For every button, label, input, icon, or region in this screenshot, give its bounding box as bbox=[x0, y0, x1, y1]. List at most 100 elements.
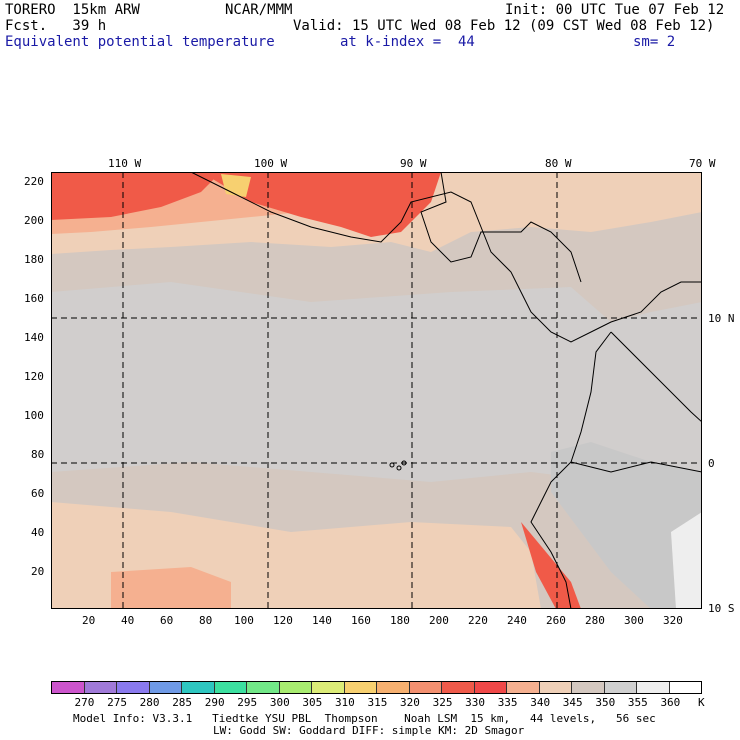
field-band-hot bbox=[51, 172, 221, 220]
level-info: at k-index = 44 bbox=[340, 34, 475, 50]
border-lines-south bbox=[570, 331, 702, 473]
lon-label: 80 W bbox=[545, 157, 572, 170]
colorbar-swatch bbox=[214, 682, 247, 693]
map-svg bbox=[51, 172, 702, 609]
lat-label: 10 N bbox=[708, 312, 735, 325]
field-band-hot-coast bbox=[201, 172, 441, 237]
colorbar-swatch bbox=[507, 682, 540, 693]
y-tick-label: 40 bbox=[31, 526, 45, 539]
x-tick-label: 260 bbox=[546, 614, 566, 627]
colorbar-label: 355 bbox=[627, 696, 648, 709]
lat-label: 0 bbox=[708, 457, 715, 470]
colorbar-swatch bbox=[442, 682, 475, 693]
colorbar-label: 360 bbox=[660, 696, 681, 709]
border-lines bbox=[420, 172, 582, 283]
colorbar-label: 290 bbox=[204, 696, 225, 709]
colorbar-swatch bbox=[344, 682, 377, 693]
x-tick-label: 220 bbox=[468, 614, 488, 627]
colorbar-label: 295 bbox=[237, 696, 258, 709]
colorbar bbox=[51, 681, 702, 694]
colorbar-swatch bbox=[279, 682, 312, 693]
model-title: TORERO 15km ARW bbox=[5, 2, 140, 18]
x-tick-label: 80 bbox=[199, 614, 213, 627]
x-tick-label: 300 bbox=[624, 614, 644, 627]
colorbar-label: 320 bbox=[400, 696, 420, 709]
lon-label: 110 W bbox=[108, 157, 142, 170]
colorbar-swatch bbox=[377, 682, 410, 693]
colorbar-unit: K bbox=[698, 696, 705, 709]
lon-label: 90 W bbox=[400, 157, 427, 170]
galapagos-island bbox=[396, 465, 402, 471]
colorbar-swatch bbox=[182, 682, 215, 693]
colorbar-swatch bbox=[474, 682, 507, 693]
x-tick-label: 140 bbox=[312, 614, 332, 627]
forecast-hour: Fcst. 39 h bbox=[5, 18, 107, 34]
x-tick-label: 240 bbox=[507, 614, 527, 627]
colorbar-label: 305 bbox=[302, 696, 323, 709]
y-tick-label: 220 bbox=[24, 175, 44, 188]
colorbar-label: 340 bbox=[530, 696, 551, 709]
x-tick-label: 60 bbox=[160, 614, 174, 627]
colorbar-label: 335 bbox=[497, 696, 518, 709]
colorbar-label: 280 bbox=[139, 696, 160, 709]
colorbar-swatch bbox=[117, 682, 150, 693]
colorbar-label: 270 bbox=[74, 696, 95, 709]
x-tick-label: 160 bbox=[351, 614, 371, 627]
map-frame bbox=[51, 172, 702, 609]
y-tick-label: 140 bbox=[24, 331, 44, 344]
x-tick-label: 280 bbox=[585, 614, 605, 627]
colorbar-swatch bbox=[84, 682, 117, 693]
colorbar-swatch bbox=[247, 682, 280, 693]
init-time: Init: 00 UTC Tue 07 Feb 12 bbox=[505, 2, 725, 18]
colorbar-label: 345 bbox=[562, 696, 583, 709]
valid-time: Valid: 15 UTC Wed 08 Feb 12 (09 CST Wed … bbox=[293, 18, 715, 34]
lat-label: 10 S bbox=[708, 602, 735, 615]
x-tick-label: 200 bbox=[429, 614, 449, 627]
center-name: NCAR/MMM bbox=[225, 2, 293, 18]
field-highlands bbox=[671, 512, 702, 609]
colorbar-swatch bbox=[149, 682, 182, 693]
x-tick-label: 120 bbox=[273, 614, 293, 627]
smoothing-info: sm= 2 bbox=[633, 34, 676, 50]
colorbar-swatch bbox=[52, 682, 85, 693]
colorbar-swatch bbox=[669, 682, 701, 693]
coastline-south-america bbox=[530, 331, 612, 609]
y-tick-label: 80 bbox=[31, 448, 45, 461]
y-tick-label: 60 bbox=[31, 487, 45, 500]
colorbar-swatch bbox=[409, 682, 442, 693]
field-andes bbox=[551, 442, 702, 609]
model-info-line2: LW: Godd SW: Goddard DIFF: simple KM: 2D… bbox=[213, 724, 525, 737]
colorbar-label: 350 bbox=[595, 696, 616, 709]
y-tick-label: 180 bbox=[24, 253, 44, 266]
y-tick-label: 100 bbox=[24, 409, 44, 422]
colorbar-label: 330 bbox=[465, 696, 486, 709]
colorbar-label: 285 bbox=[172, 696, 193, 709]
x-tick-label: 20 bbox=[82, 614, 96, 627]
y-tick-label: 200 bbox=[24, 214, 44, 227]
x-tick-label: 320 bbox=[663, 614, 683, 627]
field-band-cool bbox=[51, 282, 702, 482]
colorbar-swatch bbox=[572, 682, 605, 693]
lon-label: 70 W bbox=[689, 157, 716, 170]
model-info-line1: Model Info: V3.3.1 Tiedtke YSU PBL Thomp… bbox=[73, 712, 656, 725]
colorbar-swatch bbox=[604, 682, 637, 693]
colorbar-label: 325 bbox=[432, 696, 453, 709]
x-tick-label: 40 bbox=[121, 614, 135, 627]
colorbar-label: 275 bbox=[107, 696, 127, 709]
colorbar-label: 300 bbox=[269, 696, 290, 709]
coastline-central-america bbox=[190, 172, 702, 343]
colorbar-label: 315 bbox=[367, 696, 388, 709]
x-tick-label: 100 bbox=[234, 614, 254, 627]
lon-label: 100 W bbox=[254, 157, 288, 170]
map-plot bbox=[51, 172, 702, 609]
x-tick-label: 180 bbox=[390, 614, 410, 627]
graticule bbox=[51, 172, 702, 609]
colorbar-swatch bbox=[637, 682, 670, 693]
y-tick-label: 160 bbox=[24, 292, 44, 305]
colorbar-label: 310 bbox=[334, 696, 355, 709]
colorbar-swatch bbox=[539, 682, 572, 693]
colorbar-swatch bbox=[312, 682, 345, 693]
field-name: Equivalent potential temperature bbox=[5, 34, 275, 50]
y-tick-label: 120 bbox=[24, 370, 44, 383]
field-band-south-warm bbox=[111, 567, 231, 609]
